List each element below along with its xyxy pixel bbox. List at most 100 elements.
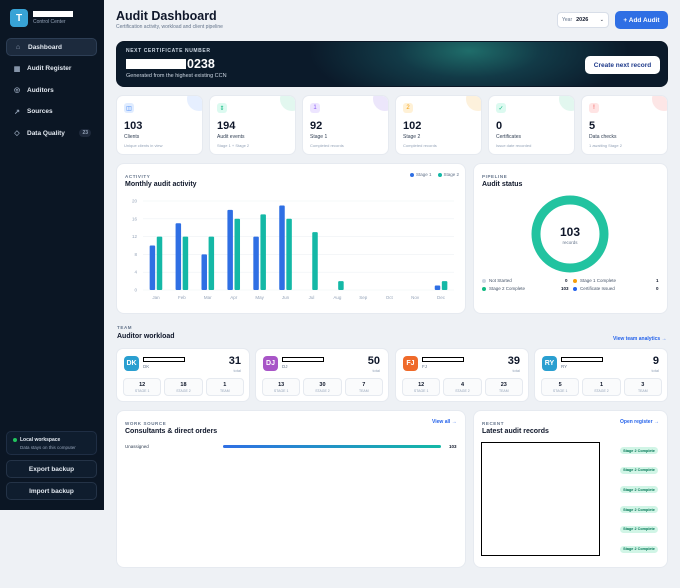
stat-icon: ◫: [124, 103, 134, 113]
auditor-stats: 13 STAGE 1 30 STAGE 2 7 TEAM: [262, 378, 383, 396]
arrow-up-right-icon: ↗: [14, 108, 20, 116]
auditor-stats: 5 STAGE 1 1 STAGE 2 3 TEAM: [541, 378, 662, 396]
y-tick-label: 8: [134, 252, 137, 257]
stat-card-clients: ◫ 103 Clients Unique clients in view: [116, 95, 203, 155]
legend-stage-2: Stage 2: [437, 172, 459, 177]
stat-card-audit-events: ⇕ 194 Audit events Stage 1 + Stage 2: [209, 95, 296, 155]
auditor-card[interactable]: DK DK 31 total 12 STAGE 1 18 STAGE 2 1 TEAM: [116, 348, 250, 402]
x-tick-label: May: [255, 295, 264, 300]
workspace-status: Local workspace Data stays on this compu…: [6, 431, 97, 455]
view-all-link[interactable]: View all →: [432, 419, 457, 425]
bar-stage-2: [182, 236, 189, 290]
brand-name-redacted: [33, 11, 73, 17]
sidebar-item-data-quality[interactable]: ◇ Data Quality 23: [6, 124, 97, 142]
status-stage-1: Stage 1 Complete: [573, 278, 616, 283]
work-source-row-value: 103: [449, 444, 457, 449]
activity-kicker: ACTIVITY: [125, 174, 151, 179]
donut-ring-stage-2: [531, 195, 609, 273]
x-tick-label: Sep: [359, 295, 368, 300]
auditor-total-label: total: [233, 368, 241, 373]
sidebar-item-dashboard[interactable]: ⌂ Dashboard: [6, 38, 97, 56]
y-tick-label: 16: [132, 216, 138, 221]
card-decoration: [280, 96, 295, 111]
status-badge: Stage 2 Complete: [620, 486, 658, 494]
target-icon: ◎: [13, 87, 21, 94]
card-decoration: [559, 96, 574, 111]
y-tick-label: 0: [134, 288, 137, 293]
stage-1-count: 5 STAGE 1: [541, 378, 580, 396]
stat-value: 5: [589, 120, 596, 132]
stat-subtitle: Stage 1 + Stage 2: [217, 143, 250, 148]
auditor-total: 31: [228, 355, 241, 367]
page-subtitle: Certification activity, workload and cli…: [116, 24, 223, 30]
year-select[interactable]: Year 2026 ⌄: [557, 12, 609, 28]
open-register-link[interactable]: Open register →: [620, 419, 659, 425]
add-audit-button[interactable]: + Add Audit: [615, 11, 668, 29]
stat-subtitle: Issue date recorded: [496, 143, 532, 148]
sidebar-item-label: Data Quality: [27, 129, 65, 137]
create-next-record-button[interactable]: Create next record: [585, 56, 660, 74]
import-backup-button[interactable]: Import backup: [6, 482, 97, 500]
team-kicker: TEAM: [117, 325, 133, 330]
team-count: 3 TEAM: [623, 378, 662, 396]
x-tick-label: Jul: [309, 295, 315, 300]
bar-stage-1: [149, 245, 156, 290]
x-tick-label: Feb: [178, 295, 186, 300]
stat-subtitle: Completed records: [310, 143, 344, 148]
view-team-analytics-link[interactable]: View team analytics →: [613, 336, 667, 342]
pipeline-title: Audit status: [482, 181, 523, 188]
stage-1-count: 12 STAGE 1: [123, 378, 162, 396]
chevron-down-icon: ⌄: [599, 17, 604, 23]
bar-stage-1: [253, 236, 259, 290]
auditor-name-redacted: [561, 357, 603, 362]
avatar: FJ: [403, 356, 418, 371]
auditor-total-label: total: [512, 368, 520, 373]
status-stage-1-value: 1: [656, 278, 659, 283]
status-badge: Stage 2 Complete: [620, 447, 658, 454]
auditor-initials: FJ: [422, 364, 427, 369]
stat-icon: ✓: [496, 103, 506, 113]
auditor-initials: DJ: [282, 364, 288, 369]
grid-icon: ▦: [13, 65, 21, 73]
stat-label: Clients: [124, 134, 140, 140]
auditor-name-redacted: [422, 357, 464, 362]
bar-stage-1: [227, 209, 233, 290]
sidebar-item-audit-register[interactable]: ▦ Audit Register: [6, 60, 97, 78]
stat-card-stage-1: 1 92 Stage 1 Completed records: [302, 95, 389, 155]
auditor-card[interactable]: RY RY 9 total 5 STAGE 1 1 STAGE 2 3 TEAM: [534, 348, 668, 402]
export-backup-button[interactable]: Export backup: [6, 460, 97, 478]
x-tick-label: Aug: [333, 295, 342, 300]
auditor-card[interactable]: FJ FJ 39 total 12 STAGE 1 4 STAGE 2 23 TEAM: [395, 348, 529, 402]
diamond-icon: ◇: [14, 130, 20, 137]
workspace-title: Local workspace: [20, 437, 61, 443]
work-source-panel: [116, 410, 466, 568]
status-badge: Stage 2 Complete: [620, 466, 658, 474]
sidebar-item-label: Dashboard: [28, 43, 62, 51]
stat-label: Audit events: [217, 134, 245, 140]
x-tick-label: Nov: [411, 295, 420, 300]
bar-stage-2: [338, 281, 344, 290]
recent-records-redacted: [481, 442, 600, 556]
auditor-total-label: total: [651, 368, 659, 373]
stat-value: 102: [403, 120, 422, 132]
work-source-bar-track: [223, 445, 441, 448]
legend-dot-icon: [482, 278, 486, 283]
bar-stage-2: [208, 236, 215, 290]
stat-value: 0: [496, 120, 503, 132]
status-stage-2-value: 103: [561, 286, 569, 291]
auditor-card[interactable]: DJ DJ 50 total 13 STAGE 1 30 STAGE 2 7 TEAM: [255, 348, 389, 402]
y-tick-label: 20: [132, 199, 138, 204]
avatar: DJ: [263, 356, 278, 371]
stage-1-count: 12 STAGE 1: [402, 378, 441, 396]
status-stage-2: Stage 2 Complete: [482, 286, 525, 291]
certificate-number: 0238: [126, 57, 215, 71]
bar-stage-1: [279, 205, 285, 290]
x-tick-label: Dec: [437, 295, 446, 300]
status-badge: Stage 2 Complete: [620, 506, 658, 514]
sidebar-item-sources[interactable]: ↗ Sources: [6, 103, 97, 121]
legend-label: Stage 1: [416, 172, 432, 177]
work-source-bar-fill: [223, 445, 441, 448]
team-count: 1 TEAM: [205, 378, 244, 396]
bar-stage-2: [234, 218, 241, 290]
sidebar-item-auditors[interactable]: ◎ Auditors: [6, 81, 97, 99]
